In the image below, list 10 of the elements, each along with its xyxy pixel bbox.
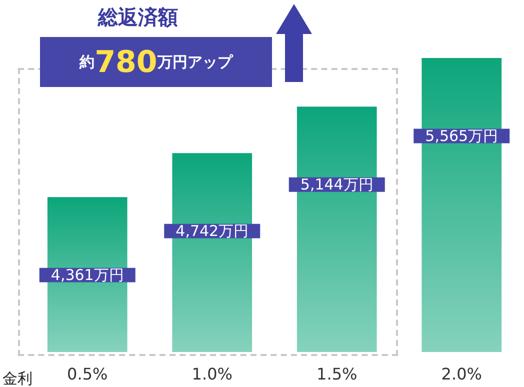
x-tick-label: 1.5% <box>316 364 358 384</box>
x-tick-label: 2.0% <box>441 364 482 384</box>
x-axis-title: 金利 <box>2 370 32 387</box>
data-label: 5,144万円 <box>300 176 374 194</box>
data-label: 5,565万円 <box>425 127 498 145</box>
x-tick-label: 1.0% <box>192 364 232 384</box>
data-label: 4,361万円 <box>50 266 124 284</box>
chart-title: 総返済額 <box>98 4 178 31</box>
x-tick-label: 0.5% <box>67 364 108 384</box>
data-label: 4,742万円 <box>176 222 249 240</box>
